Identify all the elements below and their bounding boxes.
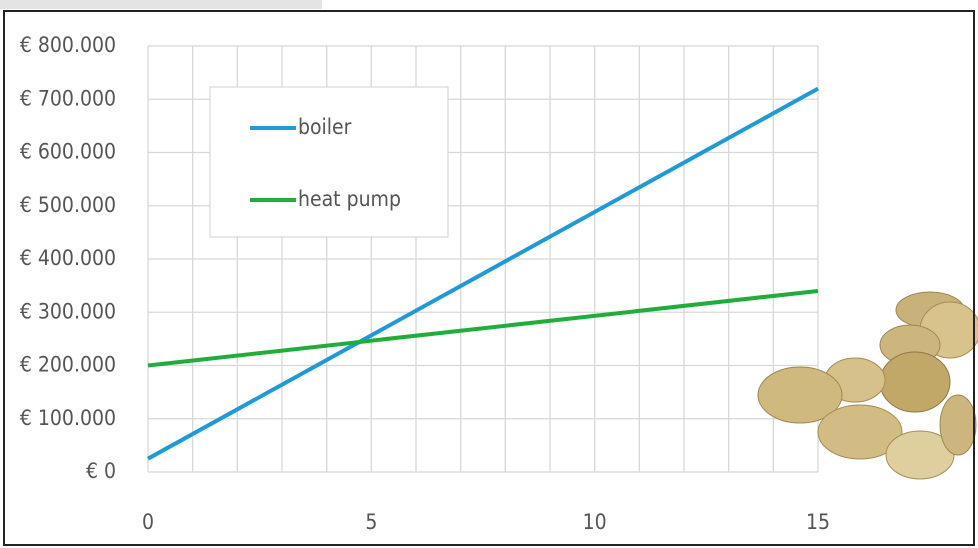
y-tick-label: € 500.000: [20, 193, 116, 217]
x-tick-label: 10: [583, 510, 607, 534]
y-tick-label: € 600.000: [20, 140, 116, 164]
background: [0, 0, 978, 548]
y-tick-label: € 700.000: [20, 86, 116, 110]
legend-box: [210, 87, 448, 237]
y-tick-label: € 400.000: [20, 246, 116, 270]
top-strip: [0, 0, 322, 9]
legend: boiler heat pump: [210, 87, 448, 237]
chart: boiler heat pump € 0 € 100.000 € 200.000 € 3…: [0, 0, 978, 548]
x-tick-label: 5: [365, 510, 377, 534]
y-tick-label: € 0: [86, 459, 116, 483]
y-tick-label: € 300.000: [20, 299, 116, 323]
x-tick-label: 0: [142, 510, 154, 534]
y-tick-label: € 800.000: [20, 33, 116, 57]
y-tick-label: € 200.000: [20, 353, 116, 377]
legend-label: heat pump: [298, 187, 401, 211]
legend-label: boiler: [298, 115, 352, 139]
x-tick-label: 15: [806, 510, 830, 534]
y-tick-label: € 100.000: [20, 406, 116, 430]
